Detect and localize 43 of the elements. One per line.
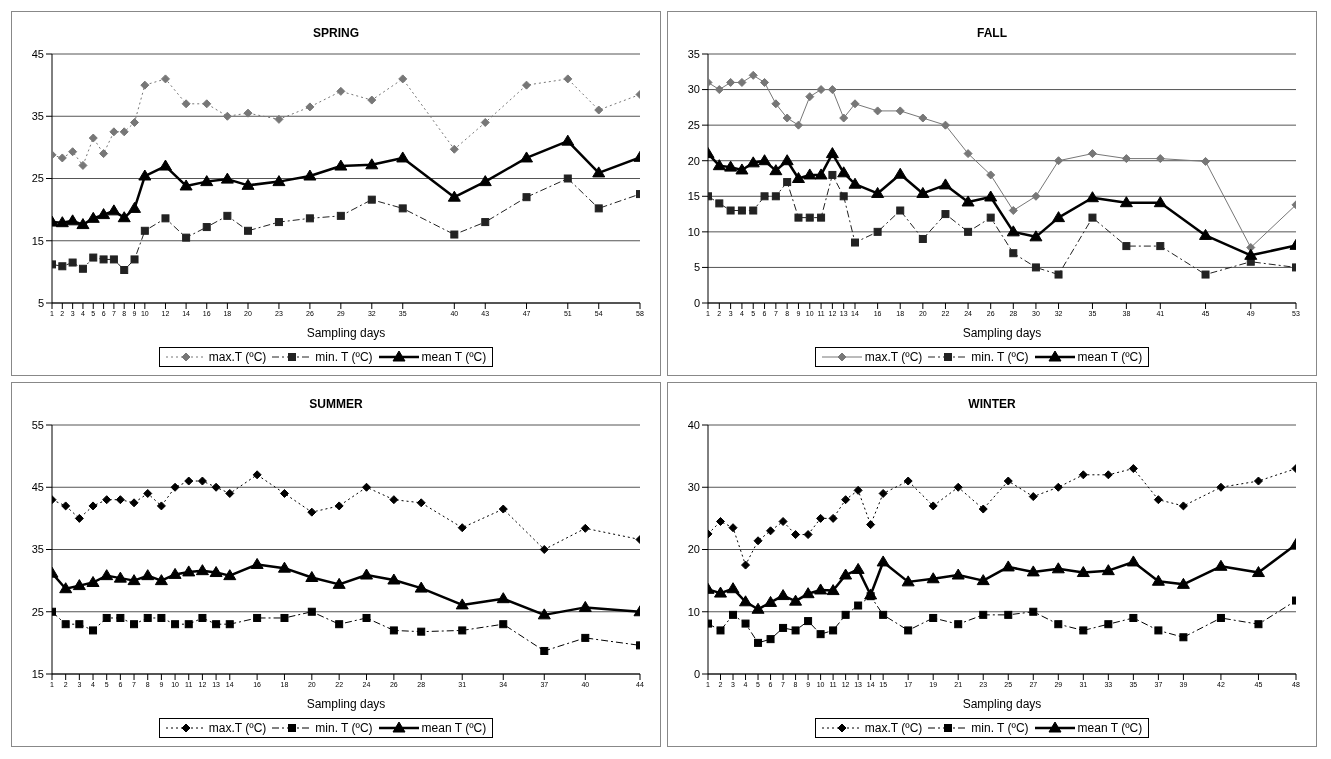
y-tick-label: 35 — [31, 110, 44, 123]
y-tick-label: 10 — [687, 605, 700, 618]
y-tick-label: 5 — [37, 296, 44, 309]
y-tick-label: 0 — [693, 667, 700, 680]
y-tick-label: 35 — [687, 47, 700, 60]
y-tick-label: 15 — [31, 667, 44, 680]
legend-label: mean T (ºC) — [421, 721, 487, 735]
y-tick-label: 20 — [687, 154, 700, 167]
chart-title: SPRING — [312, 26, 360, 42]
y-tick-label: 35 — [31, 543, 44, 556]
y-tick-label: 20 — [687, 543, 700, 556]
legend-label: min. T (ºC) — [971, 721, 1029, 735]
x-axis-title: Sampling days — [962, 697, 1042, 711]
y-tick-label: 10 — [687, 225, 700, 238]
x-axis-title: Sampling days — [962, 326, 1042, 340]
legend-label: max.T (ºC) — [864, 350, 923, 364]
y-tick-label: 40 — [687, 418, 700, 431]
chart-title: FALL — [976, 26, 1008, 42]
legend-label: mean T (ºC) — [1077, 350, 1143, 364]
y-tick-label: 15 — [687, 190, 700, 203]
x-axis-title: Sampling days — [306, 326, 386, 340]
y-tick-label: 25 — [31, 605, 44, 618]
chart-title: WINTER — [967, 397, 1017, 413]
x-axis-title: Sampling days — [306, 697, 386, 711]
y-tick-label: 30 — [687, 83, 700, 96]
y-tick-label: 45 — [31, 47, 44, 60]
y-tick-label: 5 — [693, 261, 700, 274]
y-tick-label: 45 — [31, 481, 44, 494]
legend-label: max.T (ºC) — [208, 721, 267, 735]
y-tick-label: 55 — [31, 418, 44, 431]
legend-label: mean T (ºC) — [1077, 721, 1143, 735]
legend-label: min. T (ºC) — [315, 721, 373, 735]
legend-label: max.T (ºC) — [208, 350, 267, 364]
legend-label: min. T (ºC) — [971, 350, 1029, 364]
y-tick-label: 30 — [687, 481, 700, 494]
y-tick-label: 25 — [31, 172, 44, 185]
y-tick-label: 15 — [31, 234, 44, 247]
y-tick-label: 0 — [693, 296, 700, 309]
legend-label: mean T (ºC) — [421, 350, 487, 364]
chart-title: SUMMER — [308, 397, 364, 413]
legend-label: min. T (ºC) — [315, 350, 373, 364]
y-tick-label: 25 — [687, 119, 700, 132]
legend-label: max.T (ºC) — [864, 721, 923, 735]
